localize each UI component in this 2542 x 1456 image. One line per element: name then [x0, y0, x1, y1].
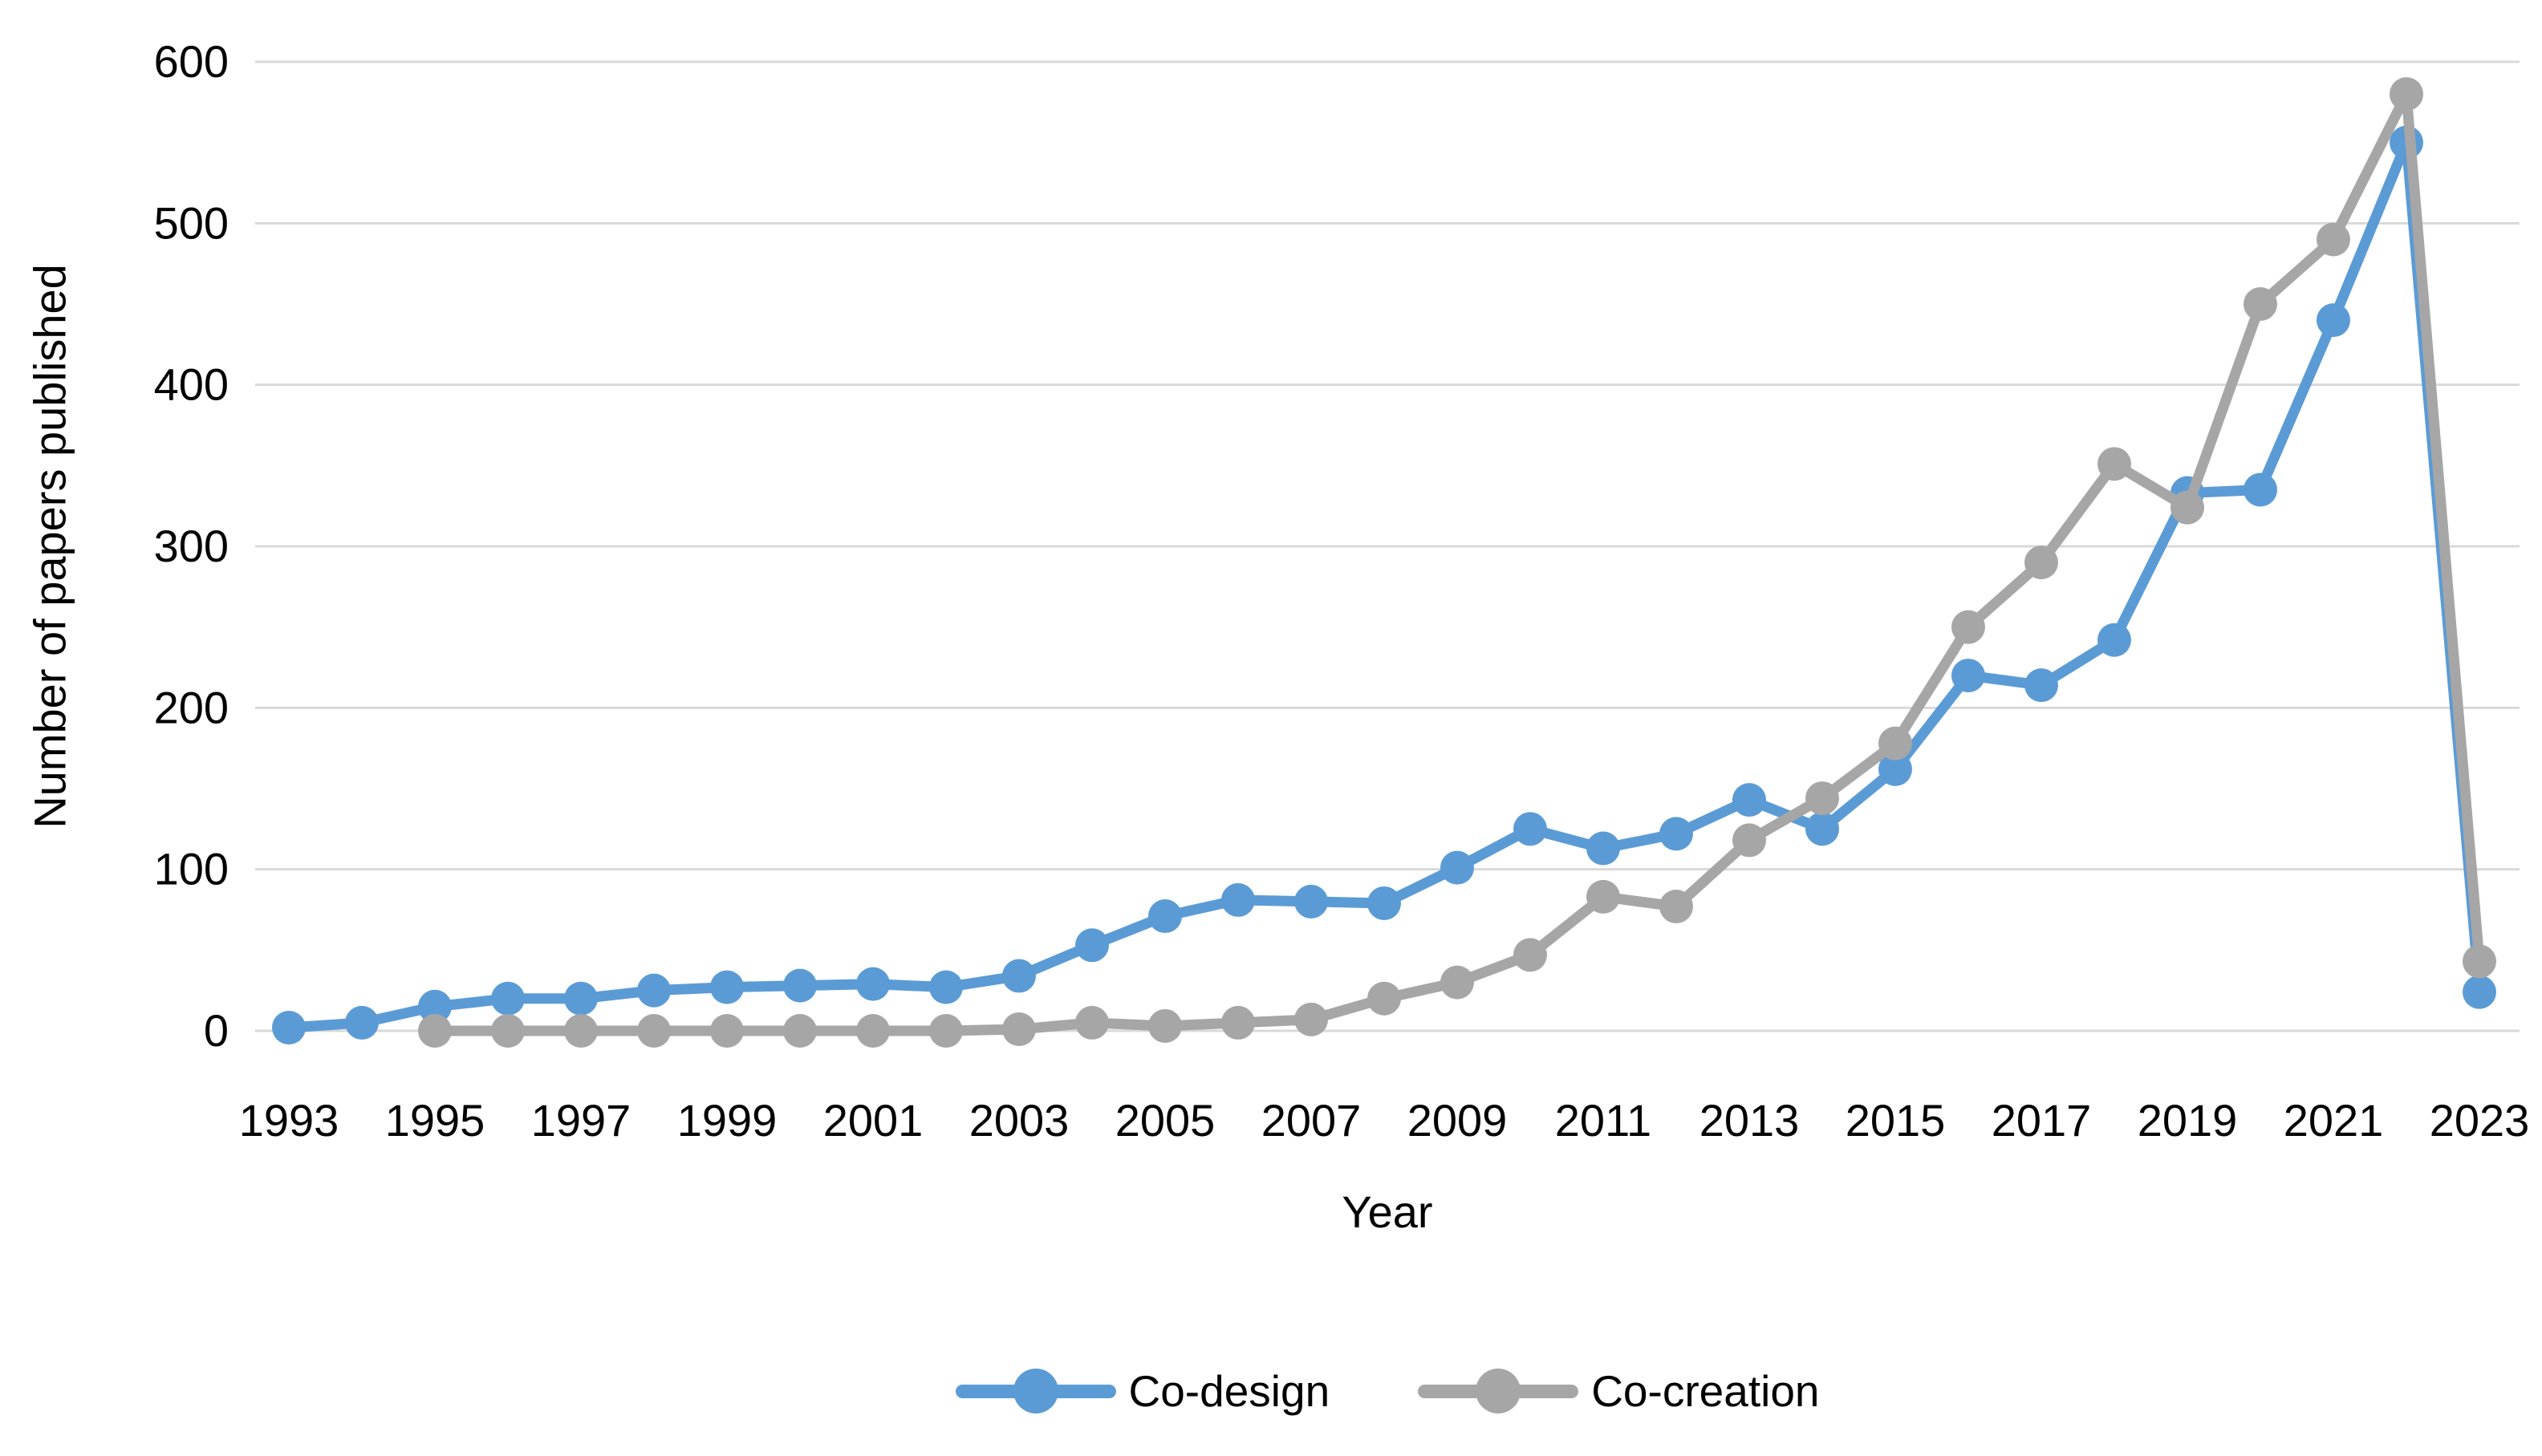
data-point-marker-co-design: [1440, 850, 1474, 885]
x-tick-label: 2023: [2430, 1095, 2530, 1146]
x-tick-label: 2001: [823, 1095, 924, 1146]
data-point-marker-co-creation: [856, 1014, 890, 1048]
data-point-marker-co-design: [637, 973, 671, 1008]
data-point-marker-co-design: [783, 968, 817, 1003]
data-point-marker-co-design: [856, 967, 890, 1001]
legend-label-co-creation: Co-creation: [1591, 1365, 1820, 1416]
y-tick-label: 600: [154, 36, 229, 87]
data-point-marker-co-design: [1148, 899, 1182, 934]
x-tick-label: 2007: [1261, 1095, 1362, 1146]
data-point-marker-co-creation: [1732, 823, 1766, 858]
data-point-marker-co-design: [1075, 928, 1109, 963]
data-point-marker-co-creation: [1878, 726, 1912, 760]
data-point-marker-co-creation: [1148, 1008, 1182, 1043]
data-point-marker-co-creation: [418, 1014, 452, 1048]
x-tick-label: 2009: [1407, 1095, 1508, 1146]
x-tick-label: 2015: [1846, 1095, 1946, 1146]
data-point-marker-co-creation: [710, 1014, 744, 1048]
y-tick-label: 100: [154, 844, 229, 894]
data-point-marker-co-creation: [1002, 1012, 1036, 1046]
x-tick-label: 1993: [239, 1095, 339, 1146]
x-tick-label: 1999: [677, 1095, 778, 1146]
data-point-marker-co-design: [564, 981, 598, 1016]
data-point-marker-co-design: [1294, 884, 1328, 919]
data-point-marker-co-design: [2463, 975, 2496, 1009]
data-point-marker-co-design: [2244, 472, 2277, 507]
y-tick-label: 400: [154, 359, 229, 410]
data-point-marker-co-design: [2024, 668, 2058, 703]
data-point-marker-co-creation: [564, 1014, 598, 1048]
y-axis-title: Number of papers published: [24, 264, 75, 829]
data-point-marker-co-design: [491, 981, 525, 1016]
data-point-marker-co-design: [418, 989, 452, 1024]
y-tick-label: 300: [154, 521, 229, 571]
y-tick-label: 500: [154, 197, 229, 248]
data-point-marker-co-creation: [783, 1014, 817, 1048]
data-point-marker-co-design: [1659, 817, 1693, 851]
data-point-marker-co-creation: [2170, 490, 2204, 525]
data-point-marker-co-creation: [929, 1014, 963, 1048]
data-point-marker-co-creation: [2390, 77, 2423, 112]
data-point-marker-co-design: [1513, 812, 1547, 846]
data-point-marker-co-design: [2317, 303, 2350, 338]
data-point-marker-co-creation: [1513, 938, 1547, 972]
data-point-marker-co-design: [1367, 886, 1401, 920]
x-tick-label: 2019: [2138, 1095, 2238, 1146]
data-point-marker-co-design: [1878, 752, 1912, 786]
co-design-line-marker-icon: [955, 1369, 1116, 1413]
data-point-marker-co-creation: [1805, 781, 1839, 816]
x-tick-label: 1995: [385, 1095, 485, 1146]
y-tick-label: 200: [154, 682, 229, 732]
data-point-marker-co-creation: [1659, 889, 1693, 923]
legend: Co-design Co-creation: [255, 1357, 2520, 1425]
data-point-marker-co-creation: [2317, 222, 2350, 257]
data-point-marker-co-design: [929, 970, 963, 1004]
data-point-marker-co-creation: [2024, 545, 2058, 580]
x-tick-label: 2017: [1992, 1095, 2092, 1146]
co-creation-line-marker-icon: [1418, 1369, 1579, 1413]
data-point-marker-co-creation: [1367, 981, 1401, 1016]
y-tick-label: 0: [204, 1005, 229, 1056]
data-point-marker-co-design: [1221, 882, 1255, 917]
data-point-marker-co-design: [1732, 783, 1766, 817]
data-point-marker-co-creation: [1294, 1002, 1328, 1036]
x-tick-label: 2013: [1699, 1095, 1800, 1146]
data-point-marker-co-design: [1805, 812, 1839, 846]
data-point-marker-co-creation: [1075, 1005, 1109, 1040]
data-point-marker-co-creation: [1586, 879, 1620, 914]
legend-label-co-design: Co-design: [1128, 1365, 1330, 1416]
data-point-marker-co-creation: [637, 1014, 671, 1048]
x-tick-label: 1997: [531, 1095, 631, 1146]
data-point-marker-co-creation: [2463, 944, 2496, 979]
data-point-marker-co-design: [2097, 623, 2131, 657]
data-point-marker-co-creation: [1440, 965, 1474, 1000]
x-tick-label: 2003: [969, 1095, 1070, 1146]
data-point-marker-co-creation: [2097, 447, 2131, 481]
x-tick-label: 2011: [1555, 1095, 1651, 1146]
series-line-co-creation: [429, 88, 2485, 1036]
legend-item-co-creation: Co-creation: [1418, 1365, 1820, 1416]
data-point-marker-co-creation: [2244, 287, 2277, 321]
x-tick-label: 2021: [2284, 1095, 2384, 1146]
data-point-marker-co-design: [710, 970, 744, 1004]
data-point-marker-co-design: [1586, 831, 1620, 866]
data-point-marker-co-design: [345, 1005, 379, 1040]
x-axis-title: Year: [1342, 1186, 1433, 1237]
data-point-marker-co-creation: [491, 1014, 525, 1048]
data-point-marker-co-design: [1951, 659, 1985, 693]
legend-item-co-design: Co-design: [955, 1365, 1330, 1416]
data-point-marker-co-creation: [1951, 610, 1985, 644]
x-tick-label: 2005: [1115, 1095, 1216, 1146]
data-point-marker-co-design: [1002, 959, 1036, 993]
data-point-marker-co-design: [272, 1010, 306, 1044]
data-point-marker-co-creation: [1221, 1005, 1255, 1040]
